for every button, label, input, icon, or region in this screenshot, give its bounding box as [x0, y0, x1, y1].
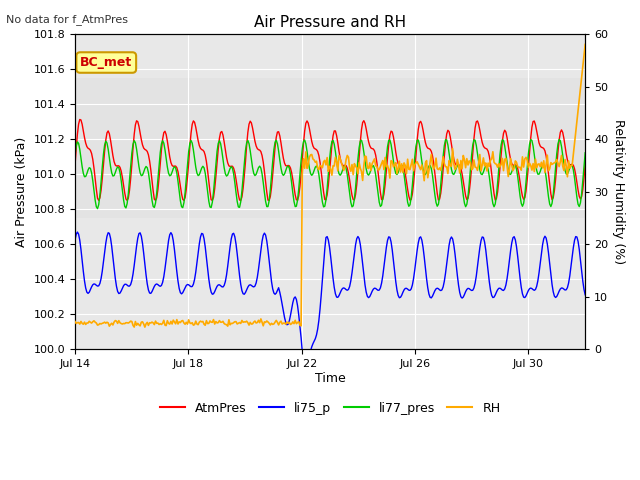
Title: Air Pressure and RH: Air Pressure and RH [254, 15, 406, 30]
Text: No data for f_AtmPres: No data for f_AtmPres [6, 14, 129, 25]
X-axis label: Time: Time [315, 372, 346, 385]
Bar [75, 78, 585, 218]
Y-axis label: Relativity Humidity (%): Relativity Humidity (%) [612, 119, 625, 264]
Y-axis label: Air Pressure (kPa): Air Pressure (kPa) [15, 136, 28, 247]
Legend: AtmPres, li75_p, li77_pres, RH: AtmPres, li75_p, li77_pres, RH [155, 396, 506, 420]
Text: BC_met: BC_met [80, 56, 132, 69]
